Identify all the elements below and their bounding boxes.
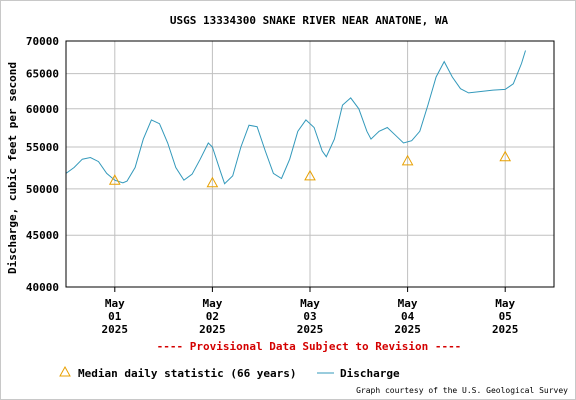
y-tick-label: 45000 <box>26 229 59 242</box>
y-tick-label: 65000 <box>26 68 59 81</box>
median-triangle-icon <box>59 365 71 377</box>
legend-discharge-label: Discharge <box>340 367 400 380</box>
gridlines <box>66 40 554 288</box>
x-tick-label: 05 <box>499 310 512 323</box>
y-tick-label: 60000 <box>26 103 59 116</box>
legend: Median daily statistic (66 years) Discha… <box>59 365 400 380</box>
x-tick-label: May <box>300 297 320 310</box>
median-point <box>206 176 219 188</box>
median-point <box>401 154 414 166</box>
x-tick-label: 04 <box>401 310 415 323</box>
median-point <box>499 150 512 162</box>
x-tick-label: 2025 <box>102 323 129 336</box>
credit-text: Graph courtesy of the U.S. Geological Su… <box>356 386 568 395</box>
x-tick-label: 2025 <box>297 323 324 336</box>
x-tick-label: 03 <box>303 310 316 323</box>
plot-area-border <box>65 40 555 288</box>
x-tick-label: 02 <box>206 310 219 323</box>
series-layer <box>65 50 526 188</box>
x-tick-label: 2025 <box>199 323 226 336</box>
x-tick-label: 2025 <box>492 323 519 336</box>
median-point <box>304 169 316 181</box>
x-tick-label: May <box>105 297 125 310</box>
y-tick-label: 50000 <box>26 183 59 196</box>
x-tick-label: May <box>398 297 418 310</box>
x-axis-ticks: May012025May022025May032025May042025May0… <box>102 287 519 336</box>
provisional-note: ---- Provisional Data Subject to Revisio… <box>157 340 462 353</box>
discharge-line <box>65 50 526 185</box>
chart-title: USGS 13334300 SNAKE RIVER NEAR ANATONE, … <box>170 14 449 27</box>
y-axis-ticks: 40000 45000 50000 55000 60000 65000 70000 <box>26 35 59 294</box>
y-axis-label: Discharge, cubic feet per second <box>6 62 19 274</box>
x-tick-label: May <box>495 297 515 310</box>
x-tick-label: 01 <box>108 310 122 323</box>
median-point <box>108 174 121 185</box>
y-tick-label: 40000 <box>26 281 59 294</box>
legend-median-label: Median daily statistic (66 years) <box>78 367 297 380</box>
x-tick-label: 2025 <box>394 323 421 336</box>
y-tick-label: 55000 <box>26 141 59 154</box>
y-tick-label: 70000 <box>26 35 59 48</box>
x-tick-label: May <box>202 297 222 310</box>
